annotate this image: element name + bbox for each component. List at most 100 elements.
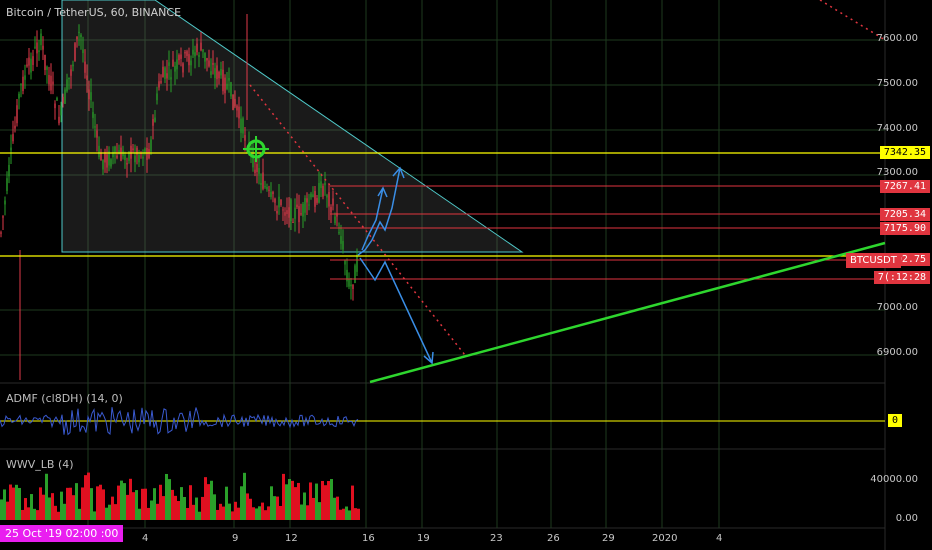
- candle-body: [298, 206, 300, 223]
- admf-indicator-label[interactable]: ADMF (cl8DH) (14, 0): [6, 392, 123, 405]
- volume-bar: [21, 509, 24, 520]
- ascending-trendline: [369, 241, 886, 384]
- volume-bar: [228, 503, 231, 520]
- volume-bar: [192, 504, 195, 520]
- candle-body: [290, 199, 292, 222]
- candle-body: [212, 62, 214, 65]
- volume-bar: [273, 496, 276, 520]
- arrow-head-icon: [377, 186, 388, 198]
- candle-body: [32, 56, 34, 65]
- candle-body: [22, 76, 24, 91]
- volume-bar: [129, 478, 132, 520]
- candle-body: [134, 155, 136, 163]
- price-label-red: 7267.41: [879, 180, 930, 193]
- symbol-tag: BTCUSDT: [846, 253, 901, 268]
- candle-body: [288, 207, 290, 218]
- candle-body: [108, 151, 110, 166]
- volume-bar: [234, 501, 237, 520]
- volume-bar: [210, 480, 213, 520]
- volume-bar: [78, 508, 81, 520]
- candle-body: [276, 210, 278, 214]
- candle-body: [154, 117, 156, 122]
- volume-tick: 40000.00: [870, 474, 918, 485]
- candle-body: [130, 145, 132, 159]
- candle-body: [330, 206, 332, 213]
- candle-body: [42, 45, 44, 50]
- candle-body: [174, 65, 176, 72]
- volume-bar: [69, 487, 72, 520]
- volume-bar: [45, 473, 48, 520]
- volume-bar: [12, 487, 15, 520]
- volume-bar: [138, 508, 141, 520]
- candle-body: [286, 210, 288, 215]
- volume-bar: [294, 487, 297, 520]
- price-tick: 7600.00: [876, 33, 918, 44]
- candle-body: [322, 185, 324, 197]
- candle-body: [152, 119, 154, 126]
- volume-bar: [126, 494, 129, 520]
- candle-body: [292, 221, 294, 223]
- volume-bar: [345, 506, 348, 520]
- candle-body: [158, 81, 160, 88]
- candle-body: [106, 154, 108, 168]
- candle-body: [124, 154, 126, 161]
- volume-bar: [105, 507, 108, 520]
- volume-bar: [42, 494, 45, 520]
- candle-body: [164, 67, 166, 79]
- candle-body: [100, 153, 102, 161]
- projection-arrow-up: [357, 167, 401, 256]
- candle-body: [310, 193, 312, 198]
- volume-bar: [141, 488, 144, 520]
- volume-bar: [57, 511, 60, 520]
- volume-bar: [111, 496, 114, 520]
- wwv-indicator-label[interactable]: WWV_LB (4): [6, 458, 74, 471]
- candle-body: [172, 59, 174, 67]
- candle-body: [272, 192, 274, 195]
- candle-body: [126, 163, 128, 165]
- candle-body: [344, 260, 346, 265]
- volume-bar: [123, 483, 126, 520]
- candle-body: [12, 134, 14, 142]
- volume-bar: [120, 480, 123, 520]
- volume-bar: [54, 505, 57, 520]
- volume-bar: [90, 488, 93, 520]
- candle-body: [8, 164, 10, 177]
- candle-body: [302, 203, 304, 217]
- candle-body: [230, 82, 232, 97]
- candle-body: [304, 198, 306, 213]
- candle-body: [144, 148, 146, 154]
- time-tick: 26: [547, 533, 560, 544]
- volume-bar: [213, 494, 216, 520]
- volume-bar: [93, 511, 96, 520]
- volume-bar: [261, 502, 264, 520]
- volume-bar: [225, 486, 228, 520]
- volume-bar: [291, 480, 294, 520]
- candle-body: [340, 236, 342, 244]
- volume-bar: [66, 487, 69, 520]
- candle-body: [202, 49, 204, 52]
- volume-bar: [315, 483, 318, 520]
- volume-bar: [15, 484, 18, 520]
- candle-body: [92, 112, 94, 118]
- candle-body: [274, 198, 276, 203]
- candle-body: [218, 71, 220, 79]
- candle-body: [62, 96, 64, 104]
- candle-body: [314, 191, 316, 207]
- candle-body: [254, 169, 256, 174]
- candle-body: [44, 54, 46, 71]
- volume-bar: [246, 493, 249, 520]
- candle-body: [168, 62, 170, 66]
- candle-body: [316, 198, 318, 203]
- volume-bar: [300, 504, 303, 520]
- volume-bar: [180, 487, 183, 520]
- time-tick: 9: [232, 533, 239, 544]
- candle-body: [64, 89, 66, 104]
- candle-body: [76, 36, 78, 40]
- volume-bar: [144, 488, 147, 520]
- candle-body: [320, 181, 322, 189]
- time-tick: 16: [362, 533, 375, 544]
- candle-body: [30, 58, 32, 73]
- candle-body: [220, 68, 222, 76]
- candle-body: [306, 198, 308, 203]
